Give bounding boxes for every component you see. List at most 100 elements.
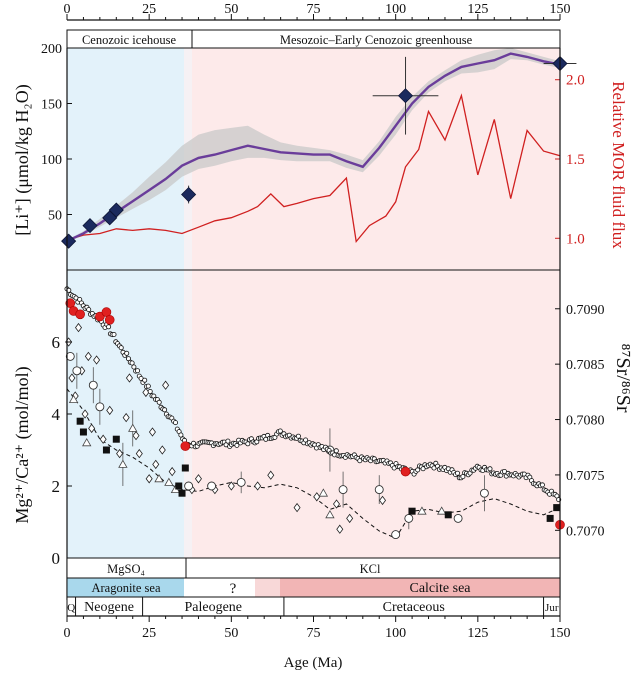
salt-band: MgSO₄ KCl <box>66 557 561 579</box>
mgca-circle-point <box>88 380 98 390</box>
mgca-diamond-point <box>122 412 130 423</box>
sr-data-point <box>172 420 178 426</box>
mgca-circle-point <box>95 402 105 412</box>
mgca-diamond-point <box>346 513 354 524</box>
mgca-circle-point <box>184 481 194 491</box>
mgca-square-point <box>79 428 87 436</box>
mgca-diamond-point <box>162 380 170 390</box>
mgca-square-point <box>181 464 189 472</box>
mgca-triangle-point <box>68 394 79 404</box>
top-x-tick-label: 75 <box>307 2 321 17</box>
sr-data-point <box>454 470 460 476</box>
mgca-circle-point <box>236 477 246 487</box>
mgca-triangle-point <box>417 506 427 515</box>
mgca-triangle-point <box>154 473 164 483</box>
mgca-square-point <box>76 417 84 425</box>
period-label: Jur <box>545 602 559 614</box>
mgca-triangle-point <box>164 477 174 486</box>
mgca-y-tick-label: 2 <box>52 477 61 496</box>
mgca-triangle-point <box>436 506 447 515</box>
mgca-square-point <box>102 446 110 454</box>
sr-data-point <box>124 350 130 356</box>
top-x-tick-label: 50 <box>224 2 238 17</box>
li-data-point <box>61 233 77 249</box>
sr-axis-title: ⁸⁷Sr/⁸⁶Sr <box>612 343 634 412</box>
sr-data-point <box>415 467 421 473</box>
icehouse-label: Cenozoic icehouse <box>82 33 177 47</box>
li-data-point <box>108 202 124 218</box>
top-x-tick-label: 25 <box>142 2 156 17</box>
sr-data-point <box>118 345 124 351</box>
mgca-axis-title: Mg²⁺/Ca²⁺ (mol/mol) <box>12 366 33 523</box>
li-axis-title: [Li⁺] (μmol/kg H₂O) <box>12 84 33 235</box>
sr-data-point <box>420 466 426 472</box>
sr-highlight-point <box>180 441 191 451</box>
li-y-tick-label: 50 <box>48 209 62 224</box>
mgca-circle-point <box>207 481 217 491</box>
mgca-diamond-point <box>158 445 166 455</box>
mgca-trend-line <box>66 388 561 539</box>
mgca-diamond-point <box>148 427 156 437</box>
mor-y-tick-label: 2.0 <box>566 73 585 89</box>
sr-data-point <box>333 448 339 454</box>
sr-data-point <box>234 442 240 448</box>
sr-curve <box>64 286 562 503</box>
aragonite-band <box>67 578 184 597</box>
sr-data-point <box>106 324 112 330</box>
x-axis-title: Age (Ma) <box>284 655 343 671</box>
bottom-x-tick-label: 75 <box>307 626 321 641</box>
sr-y-tick-label: 0.7070 <box>566 524 605 539</box>
mgca-circle-point <box>479 488 489 498</box>
mgca-diamond-point <box>313 492 321 502</box>
mgca-y-tick-label: 4 <box>52 405 61 424</box>
mgca-diamond-point <box>132 430 140 441</box>
greenhouse-label: Mesozoic–Early Cenozoic greenhouse <box>280 33 473 47</box>
sr-highlight-point <box>400 466 411 477</box>
mor-flux-line <box>66 93 561 244</box>
mgca-triangle-point <box>128 423 138 432</box>
top-x-tick-label: 0 <box>64 2 71 17</box>
period-label: Cretaceous <box>383 600 445 615</box>
mor-y-tick-label: 1.5 <box>566 152 585 168</box>
mgca-diamond-point <box>336 524 344 534</box>
mor-axis-title: Relative MOR fluid flux <box>609 81 628 249</box>
sr-highlight-point <box>75 309 85 320</box>
sr-data-point <box>277 428 283 434</box>
li-data-point <box>82 218 98 234</box>
sr-data-point <box>487 466 493 472</box>
calcite-band <box>280 578 560 597</box>
sr-data-point <box>142 377 148 383</box>
top-x-tick-label: 100 <box>385 2 406 17</box>
mgca-y-tick-label: 6 <box>52 333 61 352</box>
bottom-age-axis: 0 25 50 75 100 125 150 <box>64 615 571 641</box>
mgca-sr-panel: 0 2 4 6 0.7070 0.7075 0.7080 0.7085 0.7090 <box>52 286 605 568</box>
mgca-diamond-point <box>84 351 92 362</box>
mgca-square-point <box>175 482 183 490</box>
era-shading <box>67 48 560 558</box>
mgca-diamond-point <box>116 448 124 459</box>
mgca-circle-point <box>404 513 414 523</box>
mgca-diamond-point <box>68 373 76 383</box>
mgca-diamond-point <box>267 470 275 480</box>
sr-data-point <box>129 360 135 366</box>
mgca-y-tick-label: 0 <box>52 549 61 568</box>
li-y-tick-label: 200 <box>41 42 62 57</box>
bottom-x-tick-label: 125 <box>467 626 488 641</box>
icehouse-shade <box>67 48 184 558</box>
top-x-tick-label: 125 <box>467 2 488 17</box>
sr-y-tick-label: 0.7090 <box>566 303 605 318</box>
period-label: Neogene <box>84 600 134 615</box>
sr-data-point <box>156 399 162 405</box>
mgca-square-point <box>112 435 120 443</box>
li-model-line <box>66 52 561 243</box>
mgca-diamond-point <box>88 423 96 434</box>
li-y-tick-label: 100 <box>41 153 62 168</box>
period-label: Paleogene <box>184 600 242 615</box>
mgca-circle-point <box>374 485 384 495</box>
sr-data-point <box>111 331 117 337</box>
sr-y-tick-label: 0.7085 <box>566 358 605 373</box>
bottom-x-tick-label: 100 <box>385 626 406 641</box>
unknown-sea-label: ? <box>230 581 237 597</box>
mgca-diamond-point <box>168 466 176 477</box>
